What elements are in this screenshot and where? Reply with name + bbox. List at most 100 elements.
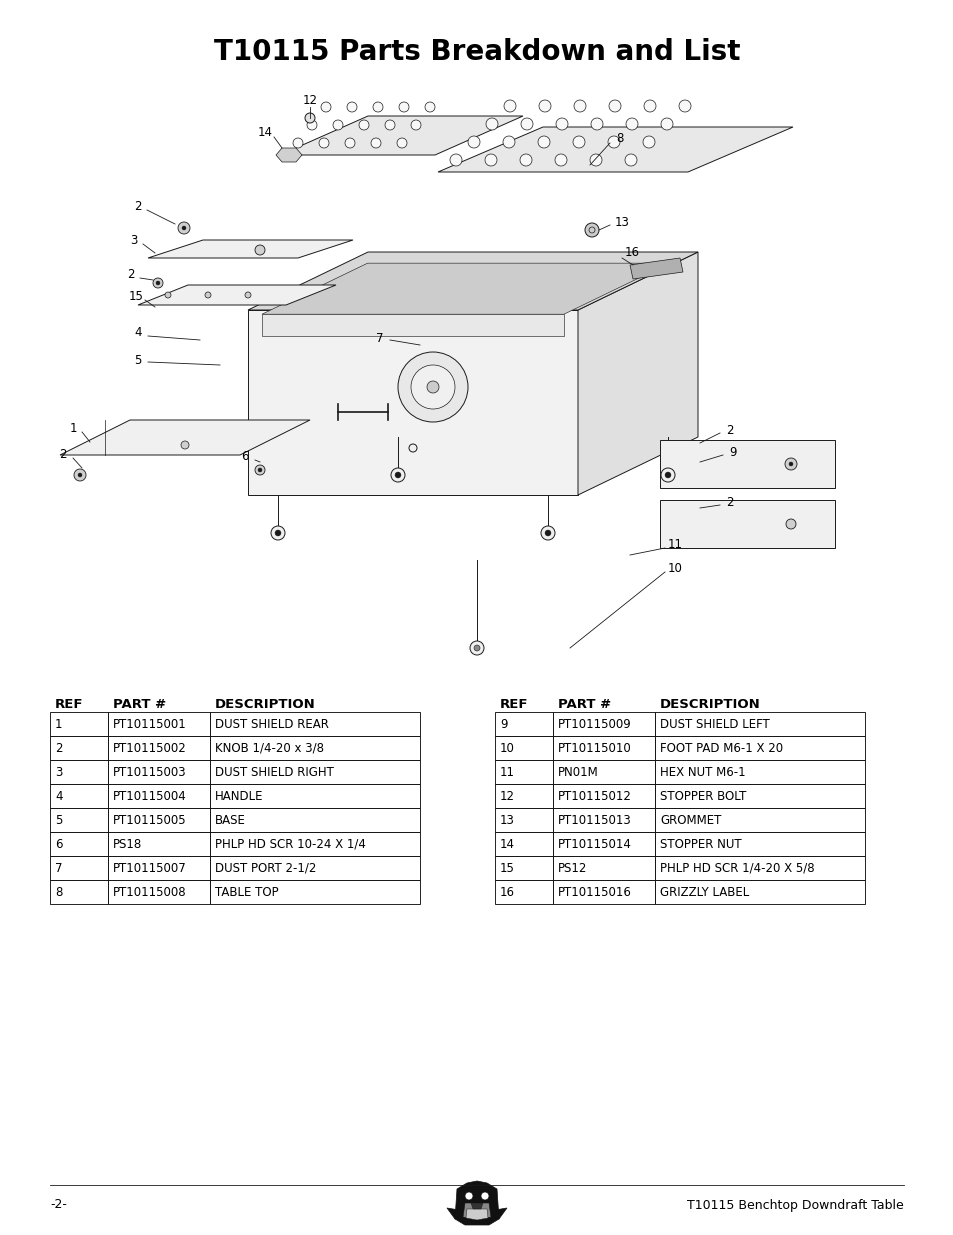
- Circle shape: [474, 645, 479, 651]
- Text: STOPPER BOLT: STOPPER BOLT: [659, 789, 745, 803]
- Text: T10115 Benchtop Downdraft Table: T10115 Benchtop Downdraft Table: [686, 1198, 903, 1212]
- Text: PN01M: PN01M: [558, 766, 598, 778]
- Circle shape: [660, 119, 672, 130]
- Bar: [553, 784, 655, 808]
- Text: GROMMET: GROMMET: [659, 814, 720, 826]
- Circle shape: [182, 226, 186, 230]
- Bar: [50, 713, 108, 736]
- Circle shape: [544, 530, 551, 536]
- Bar: [553, 736, 655, 760]
- Circle shape: [293, 138, 303, 148]
- Circle shape: [643, 100, 656, 112]
- Text: 9: 9: [728, 446, 736, 458]
- Circle shape: [178, 222, 190, 233]
- Circle shape: [347, 103, 356, 112]
- Circle shape: [398, 103, 409, 112]
- Circle shape: [254, 466, 265, 475]
- Circle shape: [470, 641, 483, 655]
- Text: PHLP HD SCR 1/4-20 X 5/8: PHLP HD SCR 1/4-20 X 5/8: [659, 862, 814, 874]
- Circle shape: [503, 100, 516, 112]
- Circle shape: [555, 154, 566, 165]
- Circle shape: [520, 119, 533, 130]
- Polygon shape: [138, 285, 335, 305]
- Bar: [655, 784, 864, 808]
- Bar: [50, 760, 108, 784]
- Circle shape: [345, 138, 355, 148]
- Circle shape: [181, 441, 189, 450]
- Polygon shape: [455, 1181, 498, 1225]
- Text: PT10115016: PT10115016: [558, 885, 631, 899]
- Text: PT10115004: PT10115004: [112, 789, 187, 803]
- Text: 10: 10: [667, 562, 681, 574]
- Text: TABLE TOP: TABLE TOP: [214, 885, 278, 899]
- Circle shape: [788, 462, 792, 466]
- Circle shape: [464, 1192, 473, 1200]
- Text: PART #: PART #: [112, 698, 166, 710]
- Bar: [495, 760, 553, 784]
- Circle shape: [397, 352, 468, 422]
- Circle shape: [274, 530, 281, 536]
- Bar: [495, 784, 553, 808]
- Text: HEX NUT M6-1: HEX NUT M6-1: [659, 766, 745, 778]
- Text: 4: 4: [55, 789, 63, 803]
- Text: 1: 1: [55, 718, 63, 730]
- Polygon shape: [471, 1203, 482, 1209]
- Circle shape: [480, 1192, 489, 1200]
- Circle shape: [784, 458, 796, 471]
- Text: 8: 8: [55, 885, 62, 899]
- Bar: [210, 736, 419, 760]
- Polygon shape: [437, 127, 792, 172]
- Polygon shape: [262, 314, 563, 336]
- Text: 1: 1: [70, 421, 76, 435]
- Bar: [50, 808, 108, 832]
- Circle shape: [358, 120, 369, 130]
- Circle shape: [305, 112, 314, 124]
- Circle shape: [450, 154, 461, 165]
- Bar: [495, 736, 553, 760]
- Circle shape: [584, 224, 598, 237]
- Text: 10: 10: [499, 741, 515, 755]
- Text: PT10115009: PT10115009: [558, 718, 631, 730]
- Circle shape: [424, 103, 435, 112]
- Text: PT10115013: PT10115013: [558, 814, 631, 826]
- Text: 14: 14: [257, 126, 273, 138]
- Circle shape: [245, 291, 251, 298]
- Circle shape: [396, 138, 407, 148]
- Circle shape: [371, 138, 380, 148]
- Text: PT10115014: PT10115014: [558, 837, 631, 851]
- Polygon shape: [275, 148, 302, 162]
- Circle shape: [395, 472, 400, 478]
- Text: 2: 2: [725, 424, 733, 436]
- Bar: [108, 760, 210, 784]
- Circle shape: [590, 119, 602, 130]
- Text: 7: 7: [55, 862, 63, 874]
- Bar: [210, 832, 419, 856]
- Text: 2: 2: [725, 495, 733, 509]
- Polygon shape: [659, 500, 834, 548]
- Circle shape: [411, 366, 455, 409]
- Polygon shape: [280, 116, 522, 156]
- Circle shape: [427, 382, 438, 393]
- Circle shape: [660, 468, 675, 482]
- Text: DUST PORT 2-1/2: DUST PORT 2-1/2: [214, 862, 316, 874]
- Polygon shape: [462, 1203, 491, 1220]
- Circle shape: [205, 291, 211, 298]
- Text: 6: 6: [241, 451, 249, 463]
- Bar: [50, 881, 108, 904]
- Circle shape: [152, 278, 163, 288]
- Polygon shape: [148, 240, 353, 258]
- Text: 7: 7: [375, 331, 383, 345]
- Text: PT10115010: PT10115010: [558, 741, 631, 755]
- Circle shape: [320, 103, 331, 112]
- Circle shape: [391, 468, 405, 482]
- Bar: [553, 881, 655, 904]
- Bar: [553, 713, 655, 736]
- Circle shape: [409, 445, 416, 452]
- Text: REF: REF: [499, 698, 528, 710]
- Text: DESCRIPTION: DESCRIPTION: [659, 698, 760, 710]
- Circle shape: [502, 136, 515, 148]
- Bar: [50, 832, 108, 856]
- Circle shape: [573, 136, 584, 148]
- Text: FOOT PAD M6-1 X 20: FOOT PAD M6-1 X 20: [659, 741, 782, 755]
- Bar: [655, 856, 864, 881]
